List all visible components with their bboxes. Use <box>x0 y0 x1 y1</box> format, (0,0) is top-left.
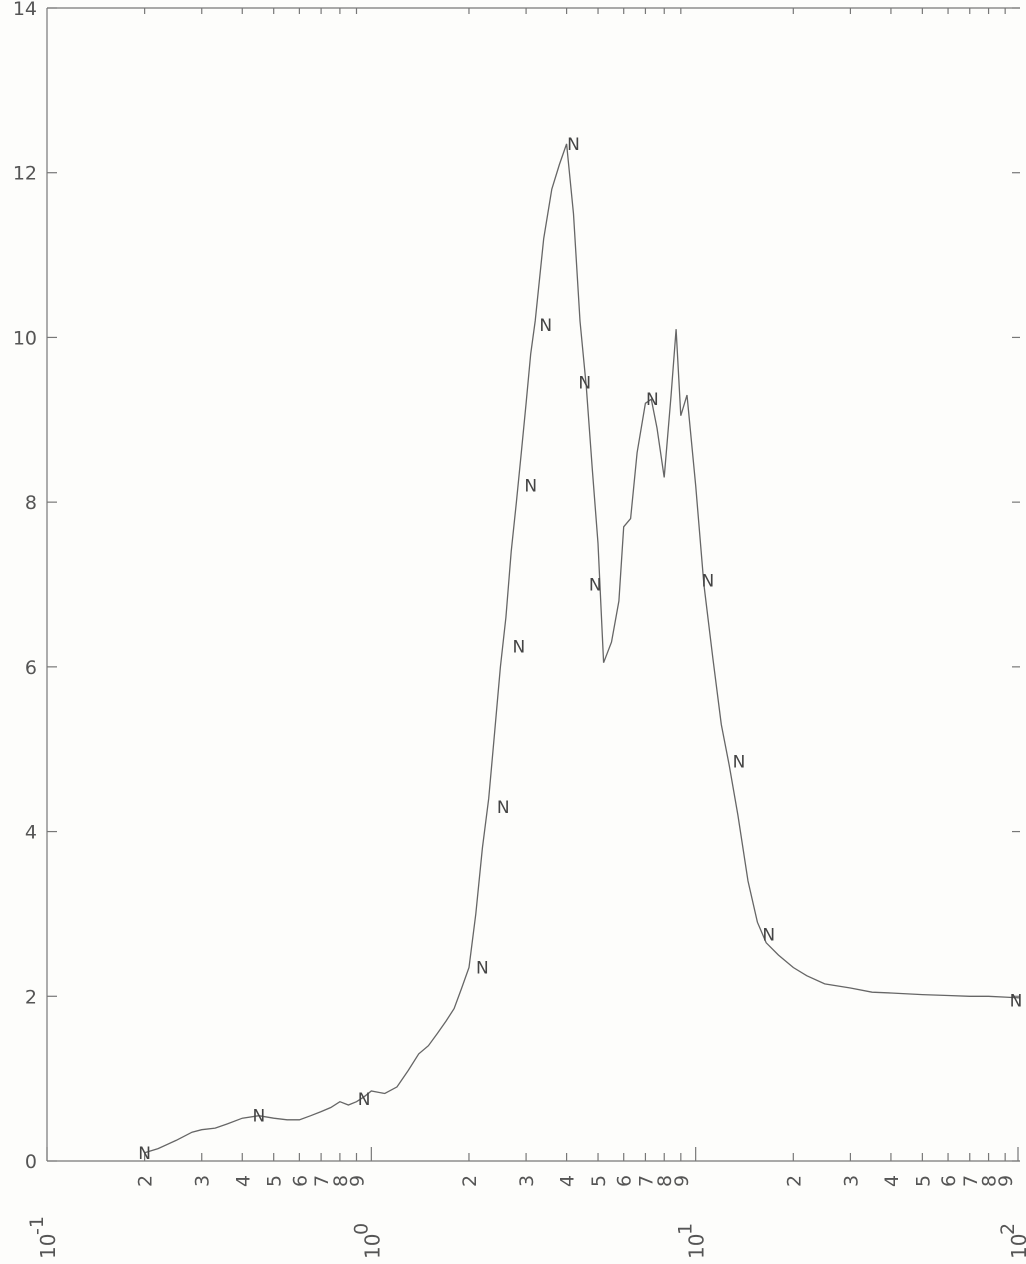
x-tick-label: 2 <box>459 1175 481 1187</box>
y-tick-label: 14 <box>13 0 37 20</box>
x-decade-base: 10 <box>1007 1234 1026 1259</box>
data-point-marker: N <box>578 374 591 394</box>
x-tick-label: 6 <box>614 1175 636 1187</box>
x-tick-label: 3 <box>840 1175 862 1187</box>
x-tick-label: 3 <box>516 1175 538 1187</box>
x-tick-label: 4 <box>232 1175 254 1187</box>
x-decade-exponent: 0 <box>350 1223 372 1235</box>
data-point-marker: N <box>138 1144 151 1164</box>
y-tick-label: 6 <box>25 657 37 679</box>
x-decade-label: 100 <box>350 1223 384 1259</box>
x-decade-base: 10 <box>360 1234 384 1259</box>
x-tick-label: 5 <box>264 1175 286 1187</box>
data-point-marker: N <box>1010 991 1023 1011</box>
x-decade-exponent: 1 <box>675 1223 697 1235</box>
x-tick-label: 4 <box>881 1175 903 1187</box>
x-tick-label: 2 <box>783 1175 805 1187</box>
x-tick-label: 8 <box>979 1175 1001 1187</box>
y-tick-label: 2 <box>25 986 37 1008</box>
x-tick-label: 9 <box>346 1175 368 1187</box>
x-tick-label: 7 <box>960 1175 982 1187</box>
x-decade-exponent: -1 <box>26 1216 48 1235</box>
marker-group: N N N N N N N N N N N N N N N N <box>138 135 1022 1164</box>
x-tick-label: 3 <box>192 1175 214 1187</box>
x-tick-label: 6 <box>938 1175 960 1187</box>
data-point-marker: N <box>476 958 489 978</box>
data-point-marker: N <box>539 316 552 336</box>
data-point-marker: N <box>646 390 659 410</box>
x-decade-label: 101 <box>675 1223 709 1259</box>
data-point-marker: N <box>701 571 714 591</box>
x-decade-label: 10-1 <box>26 1216 60 1259</box>
x-tick-label: 4 <box>557 1175 579 1187</box>
y-tick-label: 12 <box>13 163 37 185</box>
data-point-marker: N <box>497 798 510 818</box>
x-tick-label: 7 <box>635 1175 657 1187</box>
x-tick-label: 7 <box>311 1175 333 1187</box>
x-decade-base: 10 <box>36 1234 60 1259</box>
x-tick-label: 5 <box>588 1175 610 1187</box>
x-decade-label: 102 <box>997 1223 1026 1259</box>
x-decade-base: 10 <box>685 1234 709 1259</box>
x-tick-label: 6 <box>289 1175 311 1187</box>
x-decade-exponent: 2 <box>997 1223 1019 1235</box>
data-point-marker: N <box>524 477 537 497</box>
y-tick-label: 8 <box>25 492 37 514</box>
x-tick-label: 8 <box>330 1175 352 1187</box>
data-point-marker: N <box>733 753 746 773</box>
series-group <box>144 143 1021 1154</box>
series-line <box>144 143 1021 1154</box>
y-tick-label: 10 <box>13 327 37 349</box>
data-point-marker: N <box>762 926 775 946</box>
y-tick-label: 0 <box>25 1151 37 1173</box>
data-point-marker: N <box>567 135 580 155</box>
x-tick-label: 9 <box>995 1175 1017 1187</box>
y-tick-label: 4 <box>25 822 37 844</box>
x-tick-label: 9 <box>671 1175 693 1187</box>
x-tick-label: 2 <box>135 1175 157 1187</box>
data-point-marker: N <box>589 576 602 596</box>
data-point-marker: N <box>512 637 525 657</box>
data-point-marker: N <box>358 1090 371 1110</box>
x-tick-label: 5 <box>912 1175 934 1187</box>
data-point-marker: N <box>252 1107 265 1127</box>
x-tick-label: 8 <box>654 1175 676 1187</box>
